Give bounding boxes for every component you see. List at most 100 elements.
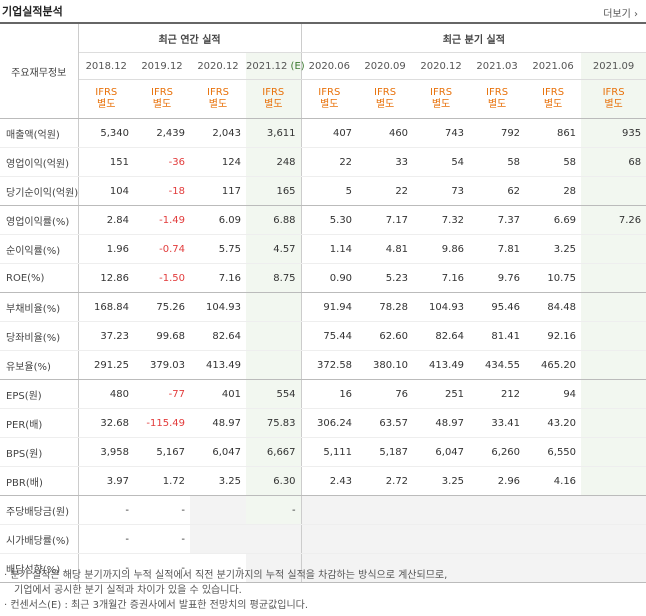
table-cell: 9.76 (469, 263, 526, 293)
table-cell: 413.49 (413, 350, 470, 380)
table-cell: 6.30 (246, 466, 302, 496)
table-cell (525, 524, 582, 554)
row-label: 부채비율(%) (0, 292, 79, 322)
table-row: 영업이익률(%) 2.84 -1.49 6.09 6.88 5.30 7.17 7.32 7.3… (0, 205, 646, 235)
table-cell: 117 (190, 176, 246, 206)
table-cell: 2,439 (134, 118, 190, 148)
table-cell: 6,047 (190, 437, 246, 467)
note-3: · 컨센서스(E) : 최근 3개월간 증권사에서 발표한 전망치의 평균값입니… (4, 600, 309, 611)
table-row: ROE(%) 12.86 -1.50 7.16 8.75 0.90 5.23 7.16 9.76… (0, 263, 646, 293)
table-cell: -115.49 (134, 408, 190, 438)
table-row: BPS(원) 3,958 5,167 6,047 6,667 5,111 5,187 6,04… (0, 437, 646, 467)
table-cell: 84.48 (525, 292, 582, 322)
table-cell: 212 (469, 379, 526, 409)
table-cell: 2.84 (78, 205, 134, 235)
table-cell: 6,550 (525, 437, 582, 467)
table-cell: 5.75 (190, 234, 246, 264)
table-cell: 75.26 (134, 292, 190, 322)
table-cell (525, 553, 582, 583)
ifrs-badge: IFRS 별도 (357, 79, 414, 119)
table-cell: 104 (78, 176, 134, 206)
table-cell: - (78, 495, 134, 525)
table-cell (190, 495, 246, 525)
table-cell: 75.83 (246, 408, 302, 438)
table-cell: 7.81 (469, 234, 526, 264)
table-cell (469, 495, 526, 525)
table-cell (581, 466, 646, 496)
table-cell: 1.14 (301, 234, 358, 264)
table-cell: -1.49 (134, 205, 190, 235)
table-row: 순이익률(%) 1.96 -0.74 5.75 4.57 1.14 4.81 9.86 7.81… (0, 234, 646, 264)
table-cell (469, 524, 526, 554)
table-cell (581, 495, 646, 525)
ifrs-badge: IFRS 별도 (525, 79, 582, 119)
table-cell: 92.16 (525, 321, 582, 351)
table-cell (301, 524, 358, 554)
table-cell: 16 (301, 379, 358, 409)
row-label: 유보율(%) (0, 350, 79, 380)
table-cell (246, 321, 302, 351)
table-cell: 32.68 (78, 408, 134, 438)
row-label: 영업이익률(%) (0, 205, 79, 235)
table-cell: 63.57 (357, 408, 414, 438)
table-cell: 104.93 (190, 292, 246, 322)
table-cell: 33.41 (469, 408, 526, 438)
annual-group-header: 최근 연간 실적 (78, 22, 302, 53)
financial-table-container: 주요재무정보 최근 연간 실적 최근 분기 실적 2018.12 2019.12 2… (0, 22, 646, 583)
table-cell: 6.69 (525, 205, 582, 235)
table-cell: 4.16 (525, 466, 582, 496)
table-cell: 6.09 (190, 205, 246, 235)
row-label: ROE(%) (0, 263, 79, 293)
table-cell: 5.30 (301, 205, 358, 235)
row-label: 당좌비율(%) (0, 321, 79, 351)
table-cell: -18 (134, 176, 190, 206)
more-link[interactable]: 더보기 › (603, 9, 638, 20)
table-cell: 3.25 (525, 234, 582, 264)
table-row: EPS(원) 480 -77 401 554 16 76 251 212 94 (0, 379, 646, 409)
table-cell: - (134, 495, 190, 525)
table-cell (246, 553, 302, 583)
table-cell (581, 176, 646, 206)
table-cell: 4.57 (246, 234, 302, 264)
table-cell (581, 408, 646, 438)
table-cell: 22 (301, 147, 358, 177)
table-cell: 2.43 (301, 466, 358, 496)
table-cell: 413.49 (190, 350, 246, 380)
ifrs-badge: IFRS 별도 (190, 79, 246, 119)
table-row: PER(배) 32.68 -115.49 48.97 75.83 306.24 63.57 4… (0, 408, 646, 438)
table-cell: 5,340 (78, 118, 134, 148)
estimate-mark: (E) (290, 60, 305, 72)
table-cell: 5,167 (134, 437, 190, 467)
row-label: 배당성향(%) (0, 553, 79, 583)
table-cell: 48.97 (413, 408, 470, 438)
row-label: 순이익률(%) (0, 234, 79, 264)
table-cell: 82.64 (190, 321, 246, 351)
quarter-period-header: 2020.06 (301, 52, 358, 80)
quarter-period-header: 2021.03 (469, 52, 526, 80)
ifrs-badge: IFRS 별도 (469, 79, 526, 119)
table-cell: 7.32 (413, 205, 470, 235)
table-cell: 7.16 (190, 263, 246, 293)
table-cell: 380.10 (357, 350, 414, 380)
table-cell: 5,187 (357, 437, 414, 467)
row-label: 영업이익(억원) (0, 147, 79, 177)
annual-period-header: 2020.12 (190, 52, 246, 80)
ifrs-badge: IFRS 별도 (413, 79, 470, 119)
table-cell (413, 553, 470, 583)
table-cell: 5,111 (301, 437, 358, 467)
table-cell: 22 (357, 176, 414, 206)
table-cell (581, 350, 646, 380)
table-cell: 2.96 (469, 466, 526, 496)
quarter-period-header: 2020.09 (357, 52, 414, 80)
annual-period-header: 2021.12 (E) (246, 52, 305, 80)
row-label: 주당배당금(원) (0, 495, 79, 525)
table-cell (357, 524, 414, 554)
table-cell (581, 234, 646, 264)
ifrs-badge: IFRS 별도 (78, 79, 134, 119)
table-cell: 3.25 (413, 466, 470, 496)
table-cell: 7.17 (357, 205, 414, 235)
table-cell (525, 495, 582, 525)
table-cell (413, 524, 470, 554)
row-label: 시가배당률(%) (0, 524, 79, 554)
